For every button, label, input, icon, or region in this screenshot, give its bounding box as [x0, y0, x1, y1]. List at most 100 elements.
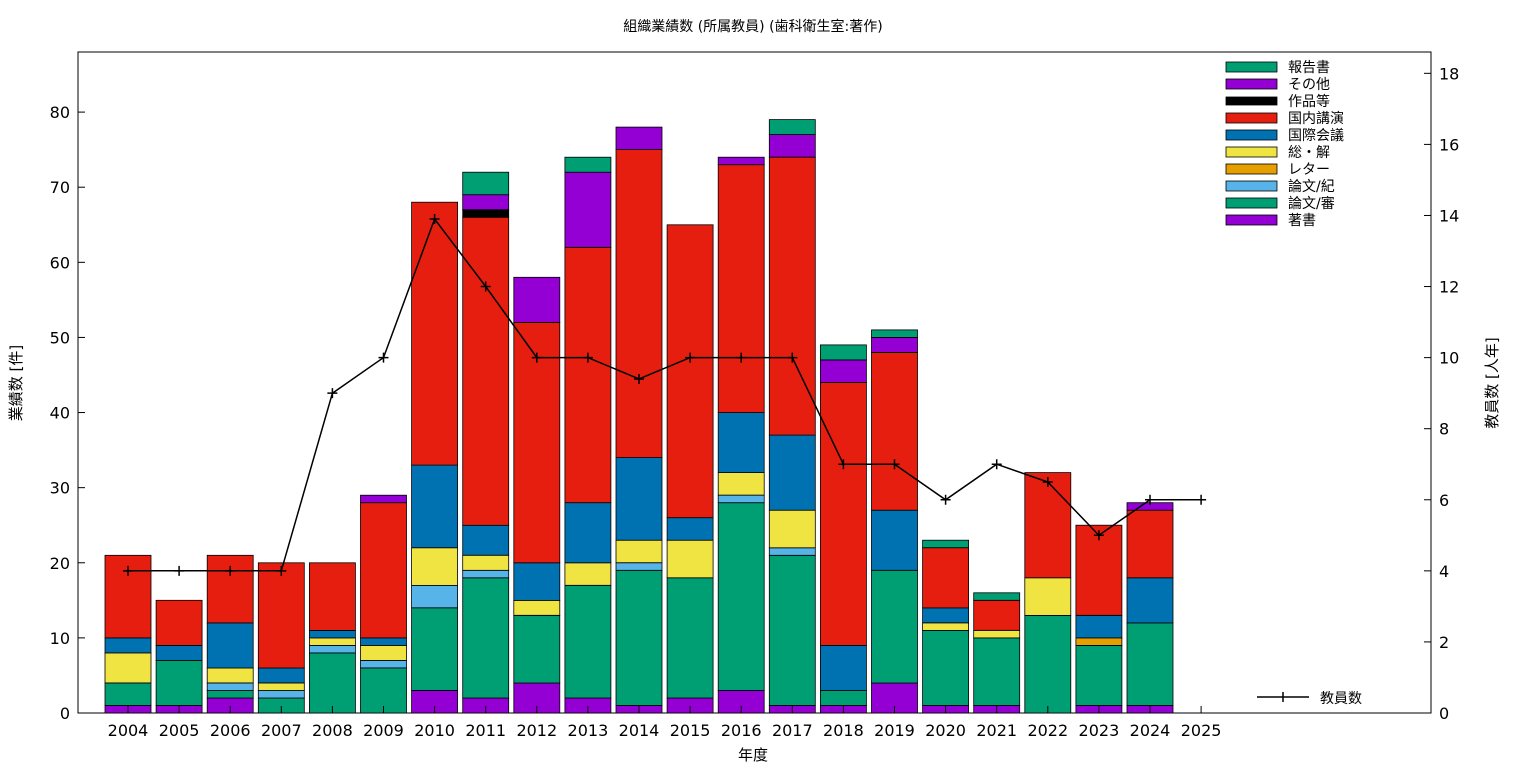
- x-tick-label: 2019: [874, 721, 915, 740]
- bar-segment-2019-9: [871, 329, 918, 338]
- y-tick-label: 30: [50, 479, 70, 498]
- bar-segment-2005-1: [155, 660, 203, 706]
- bar-segment-2017-5: [768, 434, 816, 511]
- legend-label-5: 国際会議: [1288, 127, 1344, 144]
- legend-swatch-2: [1225, 180, 1278, 192]
- legend-label-3: レター: [1288, 162, 1330, 178]
- legend-swatch-5: [1225, 129, 1278, 141]
- legend-swatch-9: [1225, 61, 1278, 73]
- x-tick-label: 2024: [1130, 721, 1171, 740]
- bar-segment-2007-5: [257, 667, 305, 684]
- legend-label-9: 報告書: [1288, 60, 1330, 76]
- bar-segment-2022-6: [1024, 472, 1072, 579]
- bar-segment-2009-5: [360, 637, 407, 646]
- bar-segment-2020-4: [922, 622, 969, 631]
- bar-segment-2011-5: [462, 524, 510, 556]
- bar-segment-2021-1: [973, 637, 1021, 706]
- line-point-2018: [838, 459, 849, 470]
- y-axis-title: 業績数 [件]: [7, 345, 25, 421]
- legend-label-6: 国内講演: [1288, 111, 1344, 127]
- bar-segment-2007-4: [257, 682, 305, 691]
- bar-segment-2020-6: [922, 547, 969, 609]
- bar-segment-2009-4: [360, 645, 407, 661]
- bar-segment-2015-6: [666, 224, 714, 519]
- y-tick-label: 60: [50, 253, 70, 272]
- bar-segment-2021-6: [973, 599, 1021, 631]
- bar-segment-2024-1: [1126, 622, 1174, 706]
- bar-segment-2006-6: [206, 554, 254, 624]
- chart-title: 組織業績数 (所属教員) (歯科衛生室:著作): [623, 18, 882, 35]
- axes-layer: 0 10 20 30 40 50 60 70 80 0 2 4 6 8 10 12 14 16 18 2004 2005…: [50, 64, 1460, 740]
- bar-segment-2011-6: [462, 216, 510, 526]
- bar-segment-2015-1: [666, 577, 714, 699]
- bar-segment-2009-6: [360, 502, 407, 639]
- bar-segment-2017-9: [768, 119, 816, 135]
- bar-segment-2013-6: [564, 246, 612, 504]
- bar-segment-2020-9: [922, 539, 969, 549]
- legend-line-label: 教員数: [1320, 691, 1362, 707]
- bar-segment-2018-5: [820, 645, 867, 691]
- x-tick-label: 2010: [414, 721, 455, 740]
- bar-segment-2004-4: [104, 652, 152, 684]
- line-point-2012: [531, 352, 542, 363]
- bar-segment-2018-8: [820, 359, 867, 383]
- bar-segment-2017-6: [768, 156, 816, 436]
- bar-segment-2024-5: [1126, 577, 1174, 624]
- bar-segment-2010-6: [411, 201, 459, 466]
- x-tick-label: 2012: [516, 721, 557, 740]
- bar-segment-2006-5: [206, 622, 254, 669]
- x-tick-label: 2022: [1027, 721, 1068, 740]
- bar-segment-2019-8: [871, 336, 918, 353]
- x-tick-label: 2008: [312, 721, 353, 740]
- bar-segment-2018-1: [820, 690, 867, 706]
- bar-segment-2014-1: [615, 569, 663, 706]
- x-tick-label: 2009: [363, 721, 404, 740]
- bar-segment-2014-5: [615, 457, 663, 541]
- x-tick-label: 2014: [619, 721, 660, 740]
- bar-segment-2014-8: [615, 126, 663, 150]
- bar-segment-2004-5: [104, 637, 152, 654]
- x-axis-title: 年度: [738, 746, 768, 764]
- bar-segment-2016-2: [717, 494, 765, 504]
- line-point-2024: [1145, 494, 1155, 505]
- y2-tick-label: 2: [1439, 633, 1449, 652]
- bar-segment-2009-2: [360, 660, 407, 669]
- legend-swatch-8: [1225, 78, 1278, 90]
- bar-segment-2020-5: [922, 607, 969, 624]
- bar-segment-2024-6: [1126, 509, 1174, 579]
- line-point-2015: [685, 352, 696, 363]
- bar-segment-2004-1: [104, 682, 152, 706]
- x-tick-label: 2013: [568, 721, 609, 740]
- legend-swatch-4: [1225, 146, 1278, 158]
- bar-segment-2010-5: [411, 464, 459, 549]
- bar-segment-2009-1: [360, 667, 407, 714]
- x-tick-label: 2023: [1079, 721, 1120, 740]
- line-point-2022: [1042, 477, 1053, 488]
- bar-segment-2019-5: [871, 509, 918, 571]
- bar-segment-2005-5: [155, 645, 203, 661]
- bar-segment-2014-2: [615, 562, 663, 571]
- bar-segment-2013-1: [564, 584, 612, 699]
- line-point-2014: [634, 373, 644, 384]
- y-tick-label: 10: [50, 629, 70, 648]
- y-tick-label: 70: [50, 178, 70, 197]
- bar-segment-2015-5: [666, 517, 714, 541]
- y-tick-label: 40: [50, 404, 70, 423]
- line-point-2007: [276, 565, 287, 576]
- bar-segment-2008-5: [308, 630, 356, 639]
- bar-segment-2005-6: [155, 599, 203, 646]
- bar-segment-2019-1: [871, 569, 918, 684]
- y-tick-label: 80: [50, 103, 70, 122]
- legend-swatch-1: [1225, 197, 1278, 209]
- line-point-2025: [1196, 494, 1207, 505]
- bar-segment-2016-5: [717, 412, 765, 473]
- bar-segment-2006-2: [206, 682, 254, 691]
- line-point-2016: [736, 352, 747, 363]
- x-tick-label: 2015: [670, 721, 711, 740]
- legend-swatch-7: [1225, 96, 1278, 106]
- bar-segment-2011-7: [462, 209, 510, 218]
- line-point-2004: [123, 565, 133, 576]
- legend-label-2: 論文/紀: [1288, 179, 1335, 195]
